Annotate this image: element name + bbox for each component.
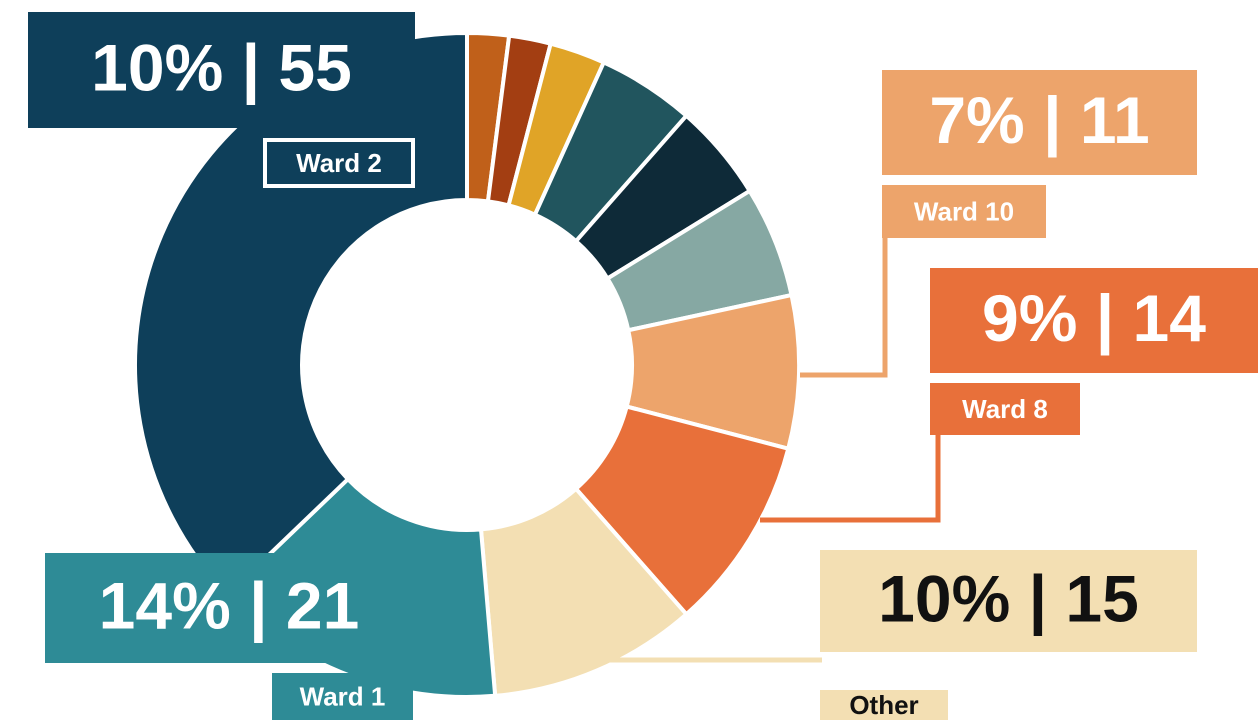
value-label: 9% | 14 <box>982 281 1206 357</box>
category-label: Ward 8 <box>962 394 1048 424</box>
category-box <box>882 185 1046 238</box>
category-box <box>263 138 415 188</box>
category-box <box>272 673 413 720</box>
label-box <box>820 550 1197 652</box>
leader-line <box>800 225 888 378</box>
value-label: 10% | 15 <box>878 561 1139 637</box>
label-box <box>882 70 1197 175</box>
value-label: 14% | 21 <box>99 568 360 644</box>
category-box <box>820 690 948 720</box>
labels: 7% | 11 Ward 10 9% | 14 Ward 8 10% | 15 Other… <box>28 12 1258 720</box>
value-label: 7% | 11 <box>929 83 1149 159</box>
label-box <box>45 553 413 663</box>
category-label: Ward 10 <box>914 196 1014 226</box>
category-label: Ward 1 <box>300 681 386 711</box>
category-box <box>930 383 1080 435</box>
category-label: Ward 2 <box>296 148 382 178</box>
category-label: Other <box>849 690 918 720</box>
label-box <box>28 12 415 128</box>
label-box <box>930 268 1258 373</box>
value-label: 10% | 55 <box>91 30 352 106</box>
leader-line <box>760 425 941 523</box>
